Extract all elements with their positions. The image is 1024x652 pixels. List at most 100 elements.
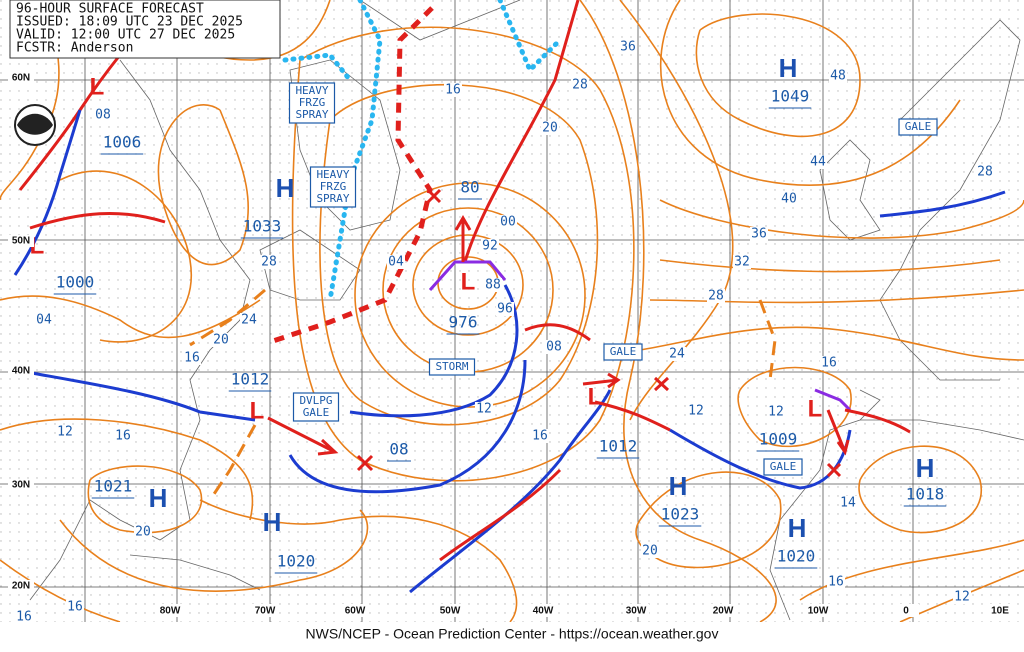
warning-box [898,118,938,136]
warning-text: FRZG [320,180,347,193]
warning-text: GALE [905,120,932,133]
warning-box [292,392,340,422]
coastlines [29,0,1024,621]
warning-box [288,82,336,124]
isobar-label-bg [571,78,589,92]
isobar-label-bg [687,404,705,418]
pressure-symbol: L [461,268,476,295]
longitude-label-bg [987,604,1013,617]
isobar-label-bg [134,525,152,539]
isobar-label: 48 [830,69,846,84]
isobar-label: 24 [241,313,257,328]
pressure-value: 1018 [906,485,945,504]
longitude-label: 30W [626,606,647,617]
isobar-label-bg [541,121,559,135]
isobar-label-bg [767,405,785,419]
isobar-label-bg [94,108,112,122]
pressure-value: 1012 [231,370,270,389]
isobar-label-bg [387,255,405,269]
isobar-label: 12 [476,402,492,417]
warning-text: GALE [770,460,797,473]
isobar-label: 20 [213,333,229,348]
track-arrows [267,188,850,478]
isobar-label: 08 [546,340,562,355]
isobar-label-bg [545,340,563,354]
warning-text: GALE [303,406,330,419]
isobar-label: 14 [840,496,856,511]
isobar-label-bg [484,278,502,292]
isobar-label-bg [66,600,84,614]
longitude-label: 0 [903,606,909,617]
warning-text: GALE [610,345,637,358]
isobar-label: 04 [36,313,52,328]
isobar-label-bg [827,575,845,589]
isobar-label-bg [976,165,994,179]
pressure-value: 1033 [243,217,282,236]
warning-text: STORM [435,360,468,373]
forecast-pressure: 08 [389,440,408,459]
isobar-label: 12 [688,404,704,419]
latitude-label-bg [8,580,34,592]
isobar-label: 20 [542,121,558,136]
warning-text: SPRAY [295,108,328,121]
isobar-label-bg [839,496,857,510]
longitude-label: 80W [160,606,181,617]
isobar-label: 96 [497,302,513,317]
longitude-label: 10E [991,606,1009,617]
pressure-symbol: H [263,507,282,537]
pressure-symbol: L [588,383,603,410]
warning-text: HEAVY [295,84,328,97]
isobar-label: 16 [115,429,131,444]
latitude-label: 50N [12,236,30,247]
latitude-label: 30N [12,480,30,491]
isobar-label-bg [183,351,201,365]
longitude-label-bg [623,604,649,617]
longitude-label-bg [157,604,183,617]
fronts [13,0,1006,594]
isobar-label-bg [444,83,462,97]
isobar-label: 40 [781,192,797,207]
isobar-label: 28 [572,78,588,93]
pressure-value: 1023 [661,505,700,524]
isobar-label-bg [668,347,686,361]
pressure-value: 1020 [277,552,316,571]
warning-box [603,343,643,361]
warning-text: SPRAY [316,192,349,205]
latitude-label-bg [8,235,34,247]
isobar-label: 16 [828,575,844,590]
header-box [9,0,281,59]
pressure-symbol: H [276,173,295,203]
header-line: 96-HOUR SURFACE FORECAST [16,2,204,17]
pressure-symbol: H [149,483,168,513]
latitude-label: 60N [12,73,30,84]
longitude-label-bg [805,604,831,617]
pressure-symbol: H [916,453,935,483]
pressure-value: 1006 [103,133,142,152]
pressure-symbol: H [788,513,807,543]
isobar-label-bg [750,227,768,241]
pressure-symbol: H [669,471,688,501]
latitude-label: 20N [12,581,30,592]
pressure-value: 1009 [759,430,798,449]
header-line: ISSUED: 18:09 UTC 23 DEC 2025 [16,15,243,30]
isobar-label: 00 [500,215,516,230]
longitude-label-bg [530,604,556,617]
footer-text: NWS/NCEP - Ocean Prediction Center - htt… [306,626,719,642]
longitude-label-bg [437,604,463,617]
longitude-label-bg [893,604,919,617]
longitude-label-bg [710,604,736,617]
footer-bar [0,622,1024,652]
longitude-label: 70W [255,606,276,617]
header-line: FCSTR: Anderson [16,41,133,56]
isobar-label: 28 [261,255,277,270]
isobar-label-bg [15,610,33,624]
isobar-label: 16 [184,351,200,366]
isobar-label: 92 [482,239,498,254]
isobar-label-bg [481,239,499,253]
longitude-label: 60W [345,606,366,617]
isobar-label-bg [35,313,53,327]
pressure-symbol: L [808,395,823,422]
latitude-label-bg [8,365,34,377]
